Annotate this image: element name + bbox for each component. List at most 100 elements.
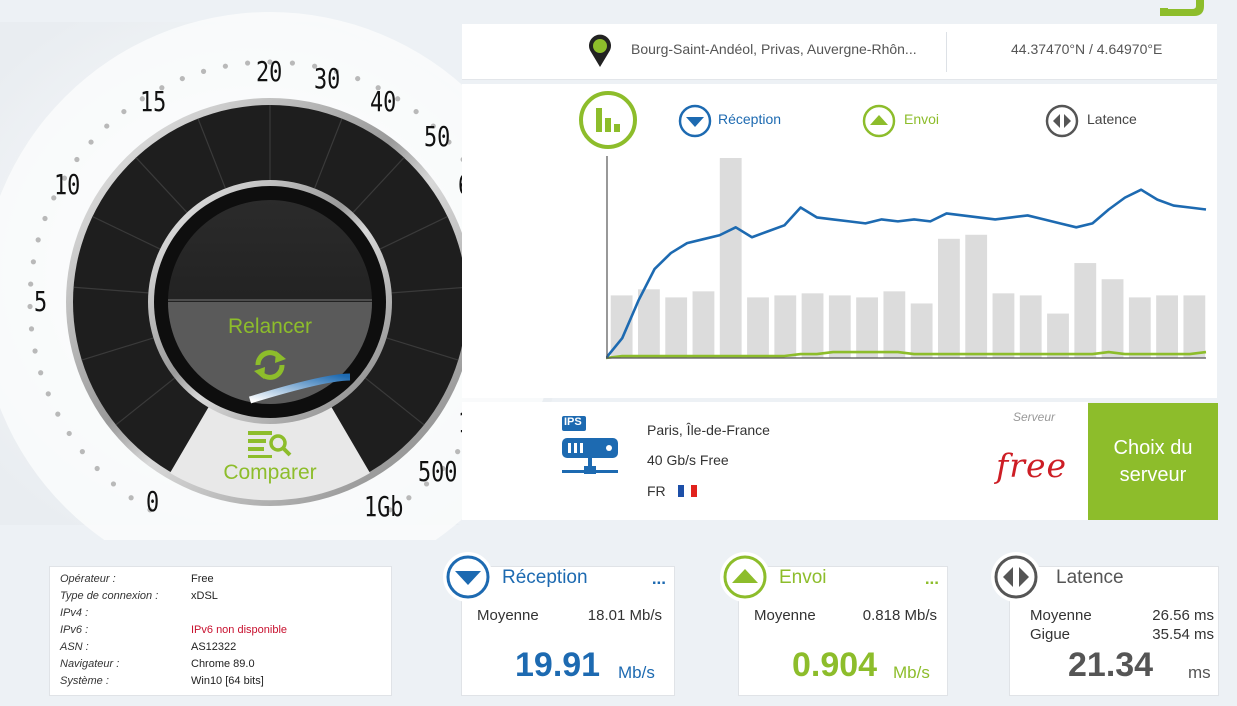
- legend-download[interactable]: Réception: [678, 102, 798, 138]
- latency-avg-label: Moyenne: [1030, 607, 1092, 624]
- gauge-dot: [355, 75, 361, 82]
- chart-bar: [856, 297, 878, 358]
- download-card-title: Réception: [502, 567, 588, 588]
- gauge-scale-label: 50: [424, 120, 451, 153]
- chart-bar: [828, 295, 851, 358]
- gauge-segment-divider: [115, 377, 175, 426]
- coordinates-text: 44.37470°N / 4.64970°E: [1011, 41, 1163, 57]
- download-value: 19.91: [515, 646, 601, 684]
- compare-button[interactable]: Comparer: [205, 425, 335, 490]
- gauge-dot: [74, 156, 80, 163]
- upload-more-dots[interactable]: ...: [924, 569, 939, 588]
- gauge-segment-divider: [386, 337, 459, 361]
- gauge-scale-label: 30: [314, 62, 341, 95]
- progress-arc: [248, 373, 351, 404]
- latency-card-title: Latence: [1056, 567, 1124, 588]
- info-key: ASN :: [60, 641, 89, 653]
- download-icon: [678, 104, 712, 138]
- server-badge: IPS: [564, 416, 582, 428]
- gauge-dot: [28, 281, 34, 287]
- compare-label: Comparer: [223, 461, 317, 484]
- speed-chart-panel: Réception Envoi Latence: [462, 84, 1217, 398]
- provider-logo: free: [996, 446, 1068, 485]
- gauge-scale-label: 15: [140, 85, 167, 118]
- gauge-dot: [446, 139, 452, 145]
- france-flag-icon: [678, 485, 697, 497]
- download-unit: Mb/s: [618, 663, 655, 682]
- gauge-scale-label: 20: [256, 55, 283, 88]
- chart-bar: [665, 297, 688, 358]
- gauge-dot: [440, 465, 446, 472]
- gauge-dot: [147, 507, 153, 513]
- gauge-dot: [413, 108, 419, 115]
- choose-server-button[interactable]: Choix du serveur: [1088, 403, 1218, 520]
- gauge-dot: [55, 411, 61, 417]
- chart-bar: [719, 158, 742, 358]
- upload-avg-value: 0.818 Mb/s: [862, 607, 937, 624]
- gauge-dot: [35, 237, 41, 243]
- choose-server-label-2: serveur: [1119, 464, 1187, 486]
- chart-bar: [883, 291, 906, 358]
- gauge-dot: [30, 259, 36, 265]
- download-avg-label: Moyenne: [477, 607, 539, 624]
- chart-bar: [774, 295, 797, 358]
- gauge-dot: [159, 85, 165, 91]
- server-capacity: 40 Gb/s Free: [647, 452, 729, 468]
- server-country: FR: [647, 483, 666, 499]
- gauge-dot: [267, 59, 273, 65]
- gauge-dot: [42, 215, 48, 222]
- speed-gauge: [0, 12, 568, 540]
- chart-bar: [638, 289, 660, 358]
- gauge-dot: [395, 96, 401, 102]
- chart-bar: [1128, 297, 1151, 358]
- gauge-segment-divider: [135, 157, 188, 213]
- gauge-dot: [179, 75, 185, 82]
- chart-bar: [992, 293, 1015, 358]
- legend-latency[interactable]: Latence: [1045, 102, 1155, 138]
- upload-avg-label: Moyenne: [754, 607, 816, 624]
- upload-card-icon: [720, 552, 770, 602]
- speed-chart: [606, 156, 1207, 360]
- latency-value: 21.34: [1068, 646, 1154, 684]
- gauge-segment-divider: [73, 286, 149, 294]
- info-key: IPv4 :: [60, 607, 89, 619]
- gauge-scale-label: 10: [54, 168, 81, 201]
- gauge-dot: [110, 481, 117, 487]
- info-value: Free: [191, 573, 214, 585]
- info-key: Système :: [60, 675, 109, 687]
- chart-bar: [801, 293, 824, 358]
- latency-card: Latence Moyenne 26.56 ms Gigue 35.54 ms …: [991, 552, 1219, 696]
- upload-card: Envoi ... Moyenne 0.818 Mb/s 0.904 Mb/s: [720, 552, 948, 696]
- legend-upload[interactable]: Envoi: [862, 102, 962, 138]
- choose-server-label-1: Choix du: [1113, 437, 1193, 459]
- gauge-dot: [61, 175, 68, 181]
- info-value: xDSL: [191, 590, 218, 602]
- compare-search-icon: [248, 431, 292, 458]
- server-icon: [562, 416, 618, 474]
- connection-info-box: Opérateur : Free Type de connexion : xDSL IP…: [49, 566, 392, 696]
- server-panel: IPS Paris, Île-de-France 40 Gb/s Free FR…: [462, 402, 1088, 520]
- gauge-dot: [289, 60, 296, 66]
- download-card: Réception ... Moyenne 18.01 Mb/s 19.91 M…: [443, 552, 675, 696]
- gauge-segment-divider: [352, 157, 405, 213]
- gauge-dot: [423, 481, 430, 487]
- gauge-dot: [27, 303, 33, 310]
- info-value: IPv6 non disponible: [191, 624, 288, 636]
- gauge-dot: [312, 63, 318, 69]
- upload-value: 0.904: [792, 646, 878, 684]
- chart-bar: [692, 291, 715, 358]
- download-more-dots[interactable]: ...: [651, 569, 666, 588]
- restart-button[interactable]: Relancer: [200, 312, 340, 392]
- gauge-dot: [139, 96, 145, 102]
- chart-icon[interactable]: [578, 90, 638, 150]
- info-key: Type de connexion :: [60, 590, 159, 602]
- gauge-segment-divider: [81, 337, 154, 361]
- latency-avg-value: 26.56 ms: [1152, 607, 1214, 624]
- location-text: Bourg-Saint-Andéol, Privas, Auvergne-Rhô…: [631, 41, 917, 57]
- gauge-dot: [375, 85, 381, 91]
- gauge-dot: [333, 68, 340, 74]
- gauge-dot: [79, 449, 85, 455]
- server-city: Paris, Île-de-France: [647, 422, 770, 438]
- info-key: IPv6 :: [60, 624, 89, 636]
- legend-latency-label: Latence: [1087, 111, 1137, 127]
